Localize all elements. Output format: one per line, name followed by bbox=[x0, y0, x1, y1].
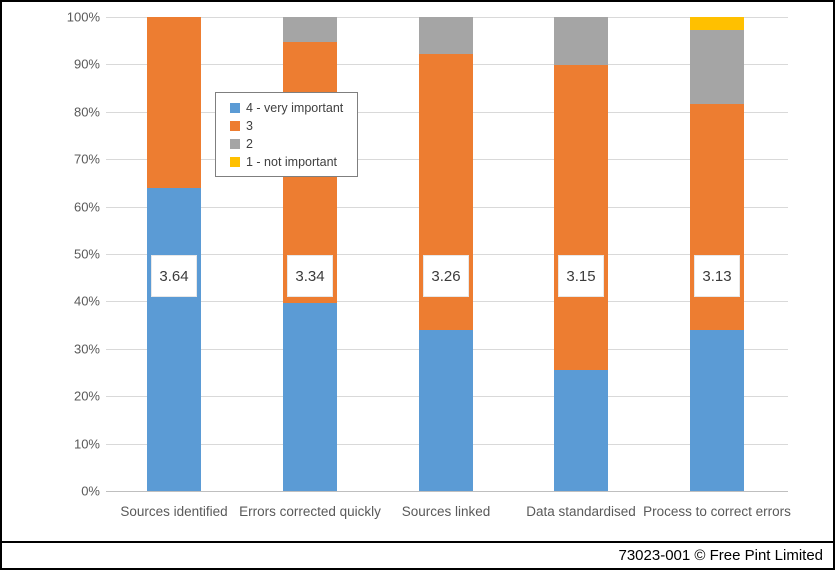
bar-segment-4-very-important[interactable] bbox=[283, 303, 337, 491]
y-tick-label: 70% bbox=[73, 151, 100, 167]
bar-data-standardised[interactable] bbox=[554, 17, 608, 491]
legend-swatch-icon bbox=[230, 156, 240, 167]
legend-label: 3 bbox=[246, 118, 253, 133]
x-category-label: Data standardised bbox=[526, 504, 636, 519]
value-label: 3.64 bbox=[151, 255, 197, 297]
y-tick-label: 100% bbox=[66, 9, 100, 25]
bar-sources-identified[interactable] bbox=[147, 17, 201, 491]
bar-errors-corrected-quickly[interactable] bbox=[283, 17, 337, 491]
bar-segment-2[interactable] bbox=[419, 17, 473, 54]
y-tick-label: 10% bbox=[73, 436, 100, 452]
y-tick-label: 0% bbox=[81, 483, 100, 499]
legend-label: 2 bbox=[246, 136, 253, 151]
bar-segment-4-very-important[interactable] bbox=[690, 329, 744, 491]
bar-segment-2[interactable] bbox=[283, 17, 337, 42]
bar-segment-2[interactable] bbox=[690, 29, 744, 104]
legend-label: 1 - not important bbox=[246, 154, 338, 169]
legend-item: 3 bbox=[230, 118, 343, 133]
value-label: 3.26 bbox=[423, 255, 469, 297]
bar-sources-linked[interactable] bbox=[419, 17, 473, 491]
chart-legend: 4 - very important 3 2 1 - not important bbox=[215, 92, 359, 177]
x-category-label: Sources identified bbox=[120, 504, 228, 519]
y-tick-label: 60% bbox=[73, 199, 100, 215]
value-label: 3.13 bbox=[694, 255, 740, 297]
stacked-bar-chart: 0% 10% 20% 30% 40% 50% 60% 70% 80% 90% 100% 3.64 3.… bbox=[2, 2, 833, 539]
bar-segment-1-not-important[interactable] bbox=[690, 17, 744, 30]
y-tick-label: 50% bbox=[73, 246, 100, 262]
legend-item: 2 bbox=[230, 136, 343, 151]
footer-credit-text: 73023-001 © Free Pint Limited bbox=[618, 547, 824, 564]
x-category-label: Sources linked bbox=[401, 504, 491, 519]
y-tick-label: 30% bbox=[73, 341, 100, 357]
legend-swatch-icon bbox=[230, 120, 240, 131]
value-label: 3.15 bbox=[558, 255, 604, 297]
legend-swatch-icon bbox=[230, 102, 240, 113]
y-tick-label: 40% bbox=[73, 293, 100, 309]
bar-segment-3[interactable] bbox=[147, 17, 201, 188]
bar-process-to-correct-errors[interactable] bbox=[690, 17, 744, 491]
x-category-label: Process to correct errors bbox=[643, 504, 791, 519]
bar-segment-4-very-important[interactable] bbox=[554, 369, 608, 491]
bar-segment-3[interactable] bbox=[554, 65, 608, 370]
x-category-label: Errors corrected quickly bbox=[239, 504, 381, 519]
y-tick-label: 90% bbox=[73, 56, 100, 72]
footer-bar: 73023-001 © Free Pint Limited bbox=[2, 541, 833, 568]
value-label: 3.34 bbox=[287, 255, 333, 297]
legend-swatch-icon bbox=[230, 138, 240, 149]
bar-segment-4-very-important[interactable] bbox=[419, 329, 473, 491]
bar-segment-4-very-important[interactable] bbox=[147, 187, 201, 491]
legend-label: 4 - very important bbox=[246, 100, 344, 115]
y-tick-label: 20% bbox=[73, 388, 100, 404]
y-tick-label: 80% bbox=[73, 104, 100, 120]
legend-item: 4 - very important bbox=[230, 100, 343, 115]
gridline-0% bbox=[106, 491, 788, 492]
bar-segment-2[interactable] bbox=[554, 17, 608, 66]
legend-item: 1 - not important bbox=[230, 154, 343, 169]
